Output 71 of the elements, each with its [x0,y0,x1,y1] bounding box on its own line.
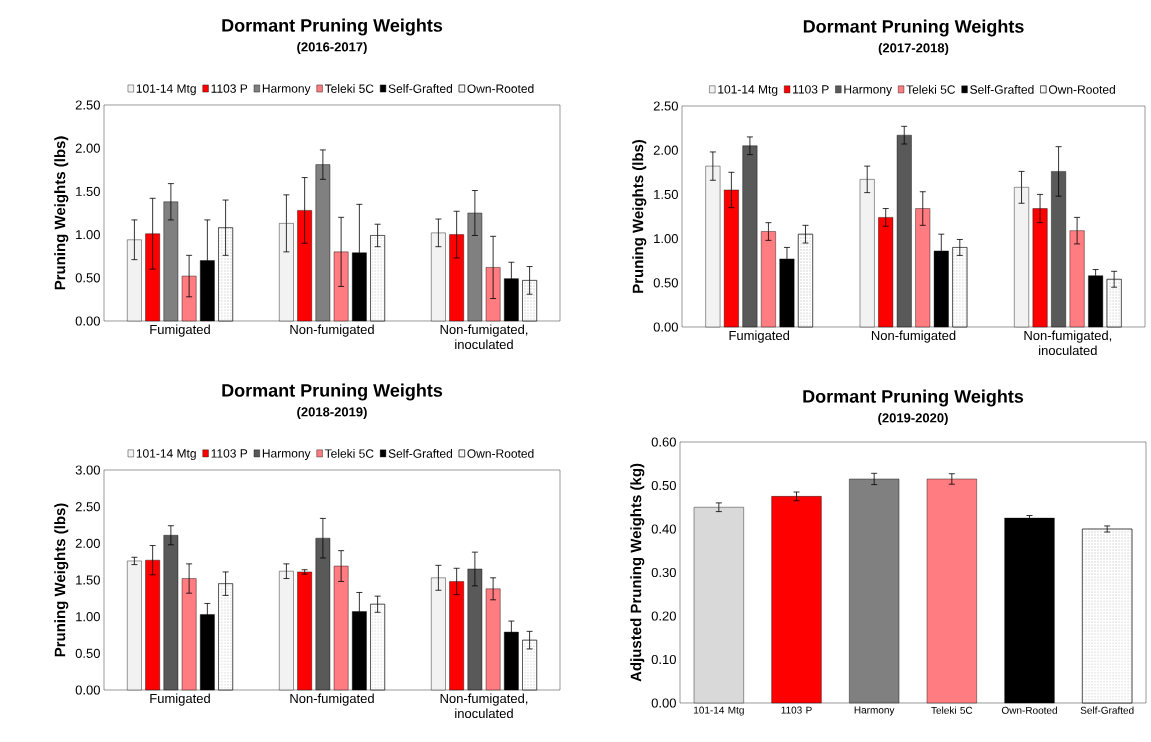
legend-label: Teleki 5C [324,449,374,458]
chart-title: Dormant Pruning Weights [222,383,443,401]
chart-title: Dormant Pruning Weights [222,18,443,36]
x-tick-label: 1103 P [781,706,812,714]
y-tick-label: 0.00 [651,698,676,708]
x-tick-label: Non-fumigated [290,693,374,706]
y-axis-title: Adjusted Pruning Weights (kg) [630,463,645,682]
legend-label: 1103 P [211,449,248,458]
y-tick-label: 1.00 [76,612,100,622]
x-tick-label: Non-fumigated [290,324,374,337]
legend-label: Own-Rooted [467,84,534,93]
y-tick-label: 0.10 [651,654,676,665]
legend-label: Self-Grafted [388,84,453,93]
legend-label: Self-Grafted [970,84,1034,94]
y-tick-label: 1.50 [76,575,100,585]
y-tick-label: 0.40 [651,524,676,534]
y-axis-title: Pruning Weights (lbs) [632,139,647,293]
legend-label: Own-Rooted [467,449,534,458]
legend-label: Harmony [844,85,893,96]
legend-label: Teleki 5C [324,84,374,93]
x-tick-label: Non-fumigated, inoculated [440,324,528,350]
y-tick-label: 0.60 [651,437,676,447]
y-tick-label: 0.50 [653,278,678,288]
x-tick-label: Harmony [854,706,895,716]
chart-subtitle: (2016-2017) [297,41,367,55]
x-tick-label: Non-fumigated, inoculated [1024,330,1112,356]
chart-subtitle: (2017-2018) [878,42,949,56]
y-tick-label: 2.50 [653,101,678,111]
y-tick-label: 3.00 [75,465,100,475]
x-tick-label: Teleki 5C [931,706,973,714]
y-tick-label: 2.00 [653,145,678,155]
y-axis-title: Pruning Weights (lbs) [54,503,69,657]
legend-label: Own-Rooted [1048,84,1115,94]
y-tick-label: 2.00 [75,538,100,548]
y-axis-title: Pruning Weights (lbs) [54,136,69,290]
chart-title: Dormant Pruning Weights [803,19,1024,37]
chart-subtitle: (2018-2019) [297,406,367,420]
y-tick-label: 2.50 [75,100,100,110]
y-tick-label: 0.00 [75,316,100,326]
y-tick-label: 2.00 [75,143,100,153]
x-tick-label: Non-fumigated [871,330,956,343]
legend-label: 101-14 Mtg [136,449,196,461]
y-tick-label: 1.00 [76,229,100,240]
legend-label: 1103 P [211,84,248,93]
chart-subtitle: (2019-2020) [878,412,948,426]
x-tick-label: Non-fumigated, inoculated [440,693,528,719]
legend-label: Harmony [262,449,311,460]
y-tick-label: 0.20 [651,611,676,621]
x-tick-label: Fumigated [729,330,790,343]
y-tick-label: 2.50 [75,502,100,512]
legend-label: Self-Grafted [388,449,453,458]
y-tick-label: 1.00 [654,233,678,244]
chart-title: Dormant Pruning Weights [803,389,1024,407]
x-tick-label: Own-Rooted [1001,706,1057,714]
legend-label: Teleki 5C [906,84,956,94]
y-tick-label: 0.00 [75,685,100,695]
y-tick-label: 0.50 [75,273,100,283]
y-tick-label: 1.50 [76,186,100,196]
x-tick-label: Fumigated [150,693,210,706]
y-tick-label: 0.50 [75,648,100,658]
y-tick-label: 0.30 [651,567,676,578]
x-tick-label: Self-Grafted [1080,706,1134,714]
y-tick-label: 0.00 [653,322,678,332]
legend-label: Harmony [262,84,311,96]
x-tick-label: 101-14 Mtg [694,706,744,716]
x-tick-label: Fumigated [150,324,210,337]
legend-label: 1103 P [793,85,829,94]
y-tick-label: 0.50 [651,480,676,491]
y-tick-label: 1.50 [654,189,678,199]
legend-label: 101-14 Mtg [136,84,196,96]
legend-label: 101-14 Mtg [718,85,778,96]
